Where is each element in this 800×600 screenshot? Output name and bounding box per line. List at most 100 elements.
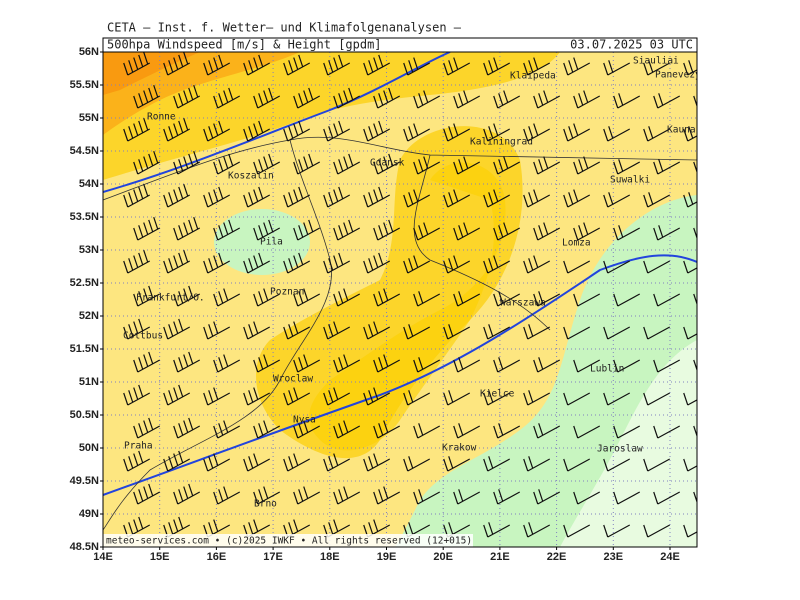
- wind-barb: [333, 87, 361, 109]
- city-label: Nysa: [293, 415, 316, 426]
- wind-barb: [333, 153, 361, 175]
- lat-label: 51.5N: [70, 343, 99, 355]
- wind-barb: [333, 219, 361, 241]
- wind-barb: [333, 288, 361, 307]
- wind-barb: [173, 85, 201, 109]
- wind-barb: [323, 321, 351, 340]
- wind-barb: [363, 120, 391, 142]
- wind-barb: [133, 85, 161, 109]
- wind-barb: [523, 522, 551, 538]
- wind-barb: [693, 491, 697, 504]
- wind-barb: [283, 453, 311, 472]
- wind-barb: [133, 285, 161, 307]
- wind-barb: [323, 387, 351, 406]
- wind-barb: [683, 260, 697, 274]
- wind-barb: [693, 161, 697, 174]
- wind-barb: [523, 456, 551, 472]
- map-area: Ronne Koszalin Gdansk Klaipeda Siauliai …: [103, 52, 701, 547]
- wind-barb: [573, 425, 601, 439]
- wind-barb: [453, 90, 481, 109]
- wind-barb: [613, 225, 641, 241]
- wind-barb: [173, 285, 201, 307]
- wind-barb: [293, 354, 321, 373]
- wind-barb: [443, 255, 471, 274]
- wind-barb: [613, 93, 641, 109]
- wind-barb: [453, 423, 481, 439]
- lat-label: 50N: [79, 442, 99, 454]
- datetime: 03.07.2025 03 UTC: [570, 38, 693, 52]
- wind-barb: [643, 392, 671, 406]
- wind-barb: [373, 87, 401, 109]
- wind-barb: [283, 519, 311, 538]
- wind-barb: [683, 458, 697, 472]
- wind-barb: [253, 87, 281, 109]
- wind-barb: [693, 293, 697, 306]
- lon-label: 19E: [377, 551, 397, 563]
- city-label: Frankfurt/O.: [136, 293, 205, 304]
- cities: Ronne Koszalin Gdansk Klaipeda Siauliai …: [123, 56, 701, 510]
- wind-barb: [613, 491, 641, 505]
- wind-barb: [483, 123, 511, 142]
- wind-barb: [643, 192, 671, 208]
- wind-barb: [603, 524, 631, 538]
- wind-barb: [563, 392, 591, 406]
- wind-barb: [323, 252, 351, 274]
- wind-barb: [133, 151, 161, 175]
- wind-barb: [533, 90, 561, 109]
- wind-barb: [373, 486, 401, 505]
- wind-barb: [253, 219, 281, 241]
- city-label: Kaunas: [667, 125, 701, 136]
- wind-barb: [483, 522, 511, 538]
- wind-barb: [563, 57, 591, 76]
- wind-barb: [333, 486, 361, 505]
- wind-barb: [653, 359, 681, 373]
- wind-barb: [363, 387, 391, 406]
- wind-barb: [403, 123, 431, 142]
- wind-barb: [363, 453, 391, 472]
- wind-barb: [293, 486, 321, 505]
- wind-barb: [603, 326, 631, 340]
- wind-barb: [283, 54, 311, 76]
- wind-barb: [363, 519, 391, 538]
- wind-barb: [293, 219, 321, 241]
- wind-barb: [603, 126, 631, 142]
- zone-core: [309, 162, 506, 451]
- wind-barb: [573, 359, 601, 373]
- wind-barb: [653, 159, 681, 175]
- wind-barb: [133, 417, 161, 439]
- wind-barb: [523, 390, 551, 406]
- lat-label: 49N: [79, 508, 99, 520]
- wind-barb: [683, 192, 697, 208]
- wind-barb: [523, 57, 551, 76]
- wind-barb: [563, 123, 591, 142]
- city-label: Siauliai: [633, 56, 679, 67]
- wind-barb: [563, 458, 591, 472]
- wind-barb: [453, 291, 481, 307]
- wind-barb: [293, 153, 321, 175]
- lon-label: 24E: [660, 551, 680, 563]
- wind-barb: [523, 324, 551, 340]
- wind-barb: [653, 93, 681, 109]
- wind-barb: [533, 156, 561, 175]
- wind-barb: [693, 425, 697, 438]
- wind-barb: [683, 326, 697, 340]
- wind-barb: [683, 524, 697, 538]
- wind-barb: [283, 387, 311, 406]
- wind-barb: [203, 120, 231, 142]
- lon-label: 18E: [320, 551, 340, 563]
- lat-label: 51N: [79, 376, 99, 388]
- footer: meteo-services.com • (c)2025 IWKF • All …: [106, 536, 472, 547]
- wind-barb: [493, 222, 521, 241]
- wind-barb: [413, 423, 441, 439]
- wind-barb: [563, 524, 591, 538]
- city-label: Suwalki: [610, 175, 650, 186]
- isohypse: [103, 52, 451, 193]
- wind-barb: [413, 156, 441, 175]
- lat-label: 48.5N: [70, 541, 99, 553]
- lat-label: 52.5N: [70, 277, 99, 289]
- wind-barb: [213, 420, 241, 439]
- map-frame: [102, 51, 698, 548]
- zone-low: [214, 209, 310, 275]
- lat-label: 55N: [79, 112, 99, 124]
- wind-barb: [643, 60, 671, 76]
